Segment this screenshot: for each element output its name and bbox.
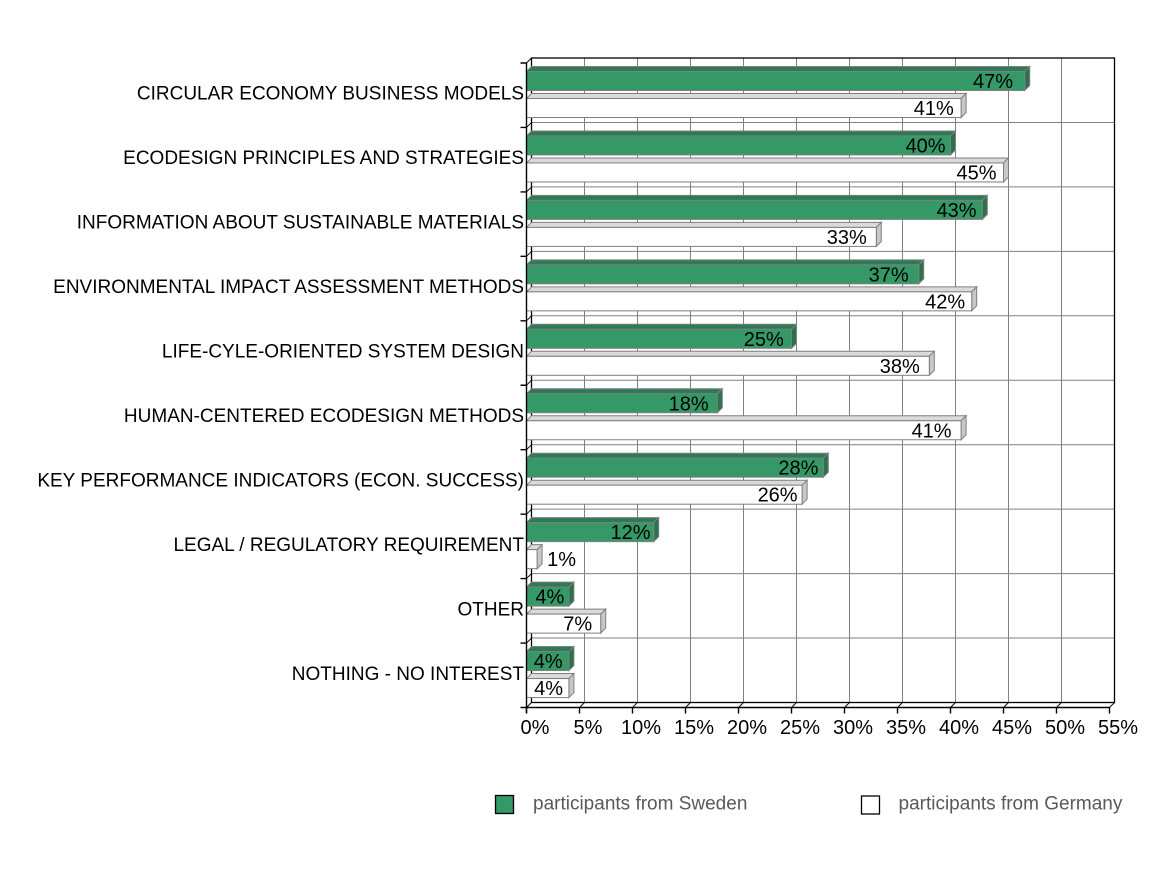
svg-text:participants from Sweden: participants from Sweden bbox=[533, 794, 747, 815]
svg-text:40%: 40% bbox=[939, 717, 979, 739]
svg-text:40%: 40% bbox=[906, 135, 946, 157]
svg-text:KEY PERFORMANCE INDICATORS (EC: KEY PERFORMANCE INDICATORS (ECON. SUCCES… bbox=[37, 470, 524, 491]
svg-text:18%: 18% bbox=[669, 393, 709, 415]
svg-text:1%: 1% bbox=[547, 549, 576, 571]
svg-text:5%: 5% bbox=[574, 717, 603, 739]
svg-text:ECODESIGN PRINCIPLES AND STRAT: ECODESIGN PRINCIPLES AND STRATEGIES bbox=[123, 148, 524, 169]
svg-text:4%: 4% bbox=[534, 651, 563, 673]
svg-text:26%: 26% bbox=[758, 485, 798, 507]
svg-text:47%: 47% bbox=[973, 71, 1013, 93]
svg-text:42%: 42% bbox=[925, 291, 965, 313]
svg-text:7%: 7% bbox=[563, 614, 592, 636]
svg-text:35%: 35% bbox=[886, 717, 926, 739]
svg-text:25%: 25% bbox=[744, 329, 784, 351]
svg-text:55%: 55% bbox=[1098, 717, 1138, 739]
svg-text:10%: 10% bbox=[621, 717, 661, 739]
svg-text:ENVIRONMENTAL IMPACT ASSESSMEN: ENVIRONMENTAL IMPACT ASSESSMENT METHODS bbox=[53, 277, 524, 298]
svg-text:45%: 45% bbox=[992, 717, 1032, 739]
svg-text:45%: 45% bbox=[956, 162, 996, 184]
svg-text:LEGAL / REGULATORY REQUIREMENT: LEGAL / REGULATORY REQUIREMENT bbox=[173, 535, 524, 556]
svg-text:28%: 28% bbox=[778, 458, 818, 480]
svg-text:43%: 43% bbox=[937, 200, 977, 222]
svg-text:41%: 41% bbox=[912, 420, 952, 442]
svg-text:LIFE-CYLE-ORIENTED SYSTEM DESI: LIFE-CYLE-ORIENTED SYSTEM DESIGN bbox=[162, 342, 524, 363]
svg-text:4%: 4% bbox=[535, 587, 564, 609]
svg-text:12%: 12% bbox=[610, 522, 650, 544]
svg-text:41%: 41% bbox=[914, 98, 954, 120]
svg-text:CIRCULAR ECONOMY BUSINESS MODE: CIRCULAR ECONOMY BUSINESS MODELS bbox=[137, 84, 524, 105]
svg-text:OTHER: OTHER bbox=[458, 599, 525, 620]
svg-text:30%: 30% bbox=[833, 717, 873, 739]
svg-text:20%: 20% bbox=[727, 717, 767, 739]
svg-text:INFORMATION ABOUT SUSTAINABLE: INFORMATION ABOUT SUSTAINABLE MATERIALS bbox=[77, 213, 524, 234]
svg-text:participants from Germany: participants from Germany bbox=[899, 794, 1123, 815]
svg-text:NOTHING - NO INTEREST: NOTHING - NO INTEREST bbox=[292, 664, 525, 685]
svg-text:33%: 33% bbox=[827, 227, 867, 249]
svg-text:15%: 15% bbox=[674, 717, 714, 739]
svg-text:0%: 0% bbox=[521, 717, 550, 739]
svg-text:50%: 50% bbox=[1045, 717, 1085, 739]
svg-text:HUMAN-CENTERED ECODESIGN METHO: HUMAN-CENTERED ECODESIGN METHODS bbox=[124, 406, 524, 427]
svg-text:37%: 37% bbox=[869, 264, 909, 286]
svg-text:38%: 38% bbox=[880, 356, 920, 378]
svg-text:25%: 25% bbox=[780, 717, 820, 739]
svg-text:4%: 4% bbox=[534, 678, 563, 700]
